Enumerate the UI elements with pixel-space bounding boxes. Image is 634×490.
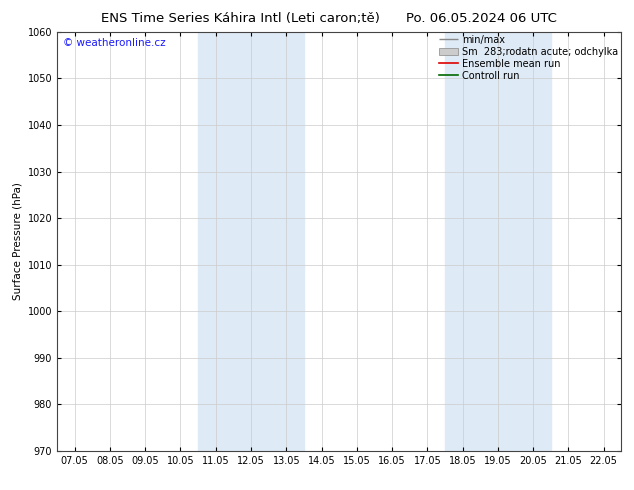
Legend: min/max, Sm  283;rodatn acute; odchylka, Ensemble mean run, Controll run: min/max, Sm 283;rodatn acute; odchylka, … <box>439 35 618 80</box>
Y-axis label: Surface Pressure (hPa): Surface Pressure (hPa) <box>12 182 22 300</box>
Bar <box>198 32 304 451</box>
Bar <box>445 32 551 451</box>
Text: © weatheronline.cz: © weatheronline.cz <box>63 38 165 48</box>
Text: Po. 06.05.2024 06 UTC: Po. 06.05.2024 06 UTC <box>406 12 557 25</box>
Text: ENS Time Series Káhira Intl (Leti caron;tě): ENS Time Series Káhira Intl (Leti caron;… <box>101 12 380 25</box>
